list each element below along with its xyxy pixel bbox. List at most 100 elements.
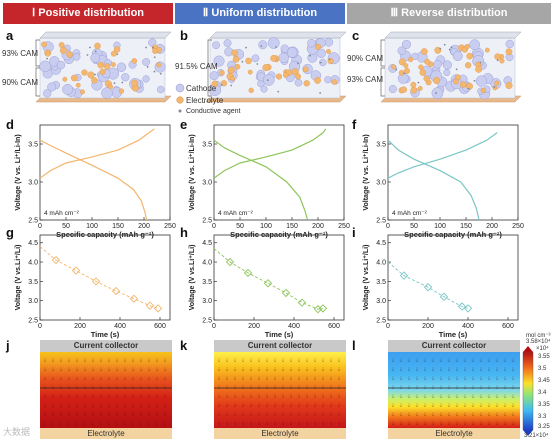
loading-annotation: 4 mAh cm⁻² <box>218 210 254 217</box>
y-tick-label: 3.5 <box>202 142 212 149</box>
y-tick-label: 3.5 <box>202 279 212 286</box>
header-uniform: Ⅱ Uniform distribution <box>175 3 345 24</box>
flux-arrow <box>147 412 151 417</box>
flux-arrow <box>455 385 459 390</box>
y-tick-label: 2.5 <box>28 218 38 225</box>
chart-panel-e: 0 50 100 150 200 250 2.5 3.0 3.5 Specific capacit… <box>189 124 350 239</box>
electrolyte-particle <box>227 66 235 74</box>
colorbar-unit: mol cm⁻³ <box>526 333 551 339</box>
flux-arrow <box>99 376 103 381</box>
flux-arrow <box>391 376 395 381</box>
flux-arrow <box>415 403 419 408</box>
series-line <box>213 139 309 221</box>
electrolyte-particle <box>62 76 68 82</box>
cathode-particle <box>505 39 514 49</box>
cathode-particle <box>62 83 74 95</box>
flux-arrow <box>503 358 507 363</box>
colorbar-tick: 3.35 <box>538 402 550 408</box>
electrolyte-particle <box>398 58 406 66</box>
electrolyte-particle <box>270 54 278 62</box>
current-collector <box>39 31 172 39</box>
flux-arrow <box>67 385 71 390</box>
cathode-particle <box>469 39 480 51</box>
flux-arrow <box>217 367 221 372</box>
flux-arrow <box>249 358 253 363</box>
flux-arrow <box>75 358 79 363</box>
conductive-agent-dot <box>395 68 398 71</box>
flux-arrow <box>407 376 411 381</box>
electrolyte-particle <box>419 69 426 76</box>
flux-arrow <box>471 421 475 426</box>
flux-arrow <box>431 403 435 408</box>
flux-arrow <box>495 421 499 426</box>
panel-letter-f: f <box>352 117 357 132</box>
x-tick-label: 150 <box>286 223 298 230</box>
flux-arrow <box>75 403 79 408</box>
flux-arrow <box>321 421 325 426</box>
flux-arrow <box>487 394 491 399</box>
flux-arrow <box>67 376 71 381</box>
electrolyte-particle <box>232 56 240 63</box>
data-point <box>457 302 467 311</box>
flux-arrow <box>471 367 475 372</box>
flux-arrow <box>241 394 245 399</box>
flux-arrow <box>233 358 237 363</box>
conductive-agent-dot <box>159 72 162 75</box>
flux-arrow <box>59 412 63 417</box>
flux-arrow <box>155 376 159 381</box>
series-line <box>39 128 155 179</box>
x-tick-label: 400 <box>114 323 126 330</box>
flux-arrow <box>115 421 119 426</box>
flux-arrow <box>313 412 317 417</box>
x-tick-label: 150 <box>112 223 124 230</box>
y-axis-label: Voltage (V vs.Li⁺/Li) <box>15 245 22 311</box>
x-tick-label: 0 <box>212 223 216 230</box>
flux-arrow <box>423 394 427 399</box>
flux-arrow <box>43 394 47 399</box>
flux-arrow <box>455 367 459 372</box>
flux-arrow <box>59 358 63 363</box>
data-point <box>423 282 433 292</box>
flux-arrow <box>487 403 491 408</box>
flux-arrow <box>479 403 483 408</box>
flux-arrow <box>123 412 127 417</box>
flux-arrow <box>225 385 229 390</box>
series-line <box>39 139 148 221</box>
colorbar-multiplier: ×10⁴ <box>536 346 549 352</box>
schematic-layer <box>35 31 522 113</box>
electrolyte-particle <box>499 58 505 64</box>
flux-arrow <box>321 385 325 390</box>
data-point <box>281 288 291 298</box>
flux-arrow <box>43 358 47 363</box>
flux-arrow <box>329 412 333 417</box>
loading-annotation: 4 mAh cm⁻² <box>392 210 428 217</box>
flux-arrow <box>147 403 151 408</box>
conductive-agent-dot <box>277 90 280 93</box>
flux-arrow <box>91 394 95 399</box>
conductive-agent-dot <box>245 46 247 49</box>
series-line <box>387 132 498 179</box>
cathode-particle <box>388 85 397 94</box>
colorbar-min-arrow <box>523 430 533 436</box>
flux-arrow <box>147 385 151 390</box>
electrolyte-particle <box>302 66 309 73</box>
cathode-particle <box>258 40 268 50</box>
y-axis-label: Voltage (V vs.Li⁺/Li) <box>189 245 196 311</box>
y-tick-label: 2.5 <box>202 218 212 225</box>
flux-arrow <box>479 376 483 381</box>
electrolyte-particle <box>247 69 253 75</box>
flux-arrow <box>463 367 467 372</box>
cathode-particle <box>286 47 298 58</box>
flux-arrow <box>217 385 221 390</box>
conductive-agent-dot <box>455 68 458 71</box>
electrolyte-particle <box>219 70 225 76</box>
flux-arrow <box>99 412 103 417</box>
flux-arrow <box>241 421 245 426</box>
flux-arrow <box>75 376 79 381</box>
flux-arrow <box>495 385 499 390</box>
cathode-particle <box>157 85 165 94</box>
electrolyte-particle <box>417 85 423 91</box>
y-tick-label: 3.5 <box>376 142 386 149</box>
cathode-schematic <box>35 31 172 103</box>
cathode-particle <box>213 55 225 67</box>
